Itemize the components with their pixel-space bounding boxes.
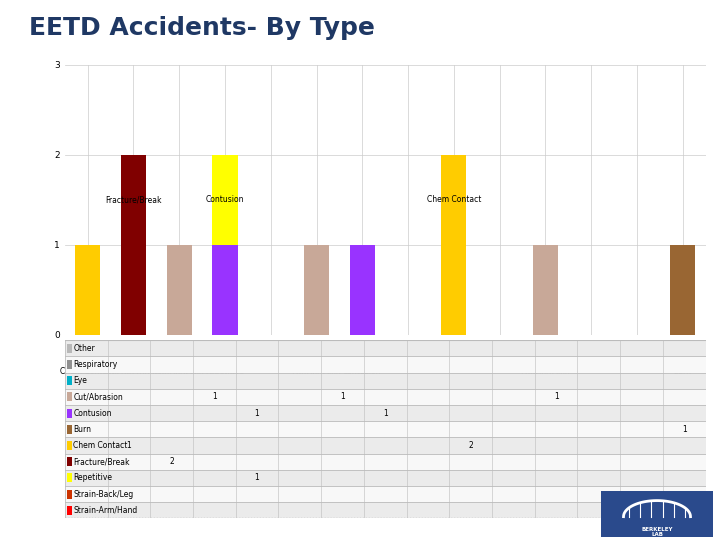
Text: Other: Other: [73, 344, 95, 353]
Text: Strain-Arm/Hand: Strain-Arm/Hand: [73, 506, 138, 515]
Text: EETD Accidents- By Type: EETD Accidents- By Type: [29, 16, 374, 40]
Bar: [65, 356, 706, 373]
Bar: [65, 486, 706, 502]
Text: Burn: Burn: [73, 425, 91, 434]
Text: BERKELEY: BERKELEY: [642, 526, 672, 531]
Text: LAB: LAB: [651, 532, 663, 537]
Bar: [65, 421, 706, 437]
Text: Chem Contact: Chem Contact: [427, 195, 481, 204]
Bar: [66, 425, 71, 434]
Bar: [441, 155, 467, 335]
Text: 1: 1: [127, 441, 131, 450]
Bar: [66, 506, 71, 515]
Text: Eye: Eye: [73, 376, 87, 385]
Text: 1: 1: [340, 393, 345, 401]
Text: Contusion: Contusion: [206, 195, 244, 204]
Bar: [66, 409, 71, 417]
Bar: [66, 344, 71, 353]
Text: Cut/Abrasion: Cut/Abrasion: [521, 367, 570, 376]
Text: Fracture/Break: Fracture/Break: [105, 367, 162, 376]
Text: Burn: Burn: [674, 367, 692, 376]
Bar: [533, 245, 558, 335]
Bar: [304, 245, 329, 335]
Bar: [66, 393, 71, 401]
Text: 1: 1: [383, 409, 387, 417]
Text: Contusion: Contusion: [343, 367, 382, 376]
Text: 1: 1: [212, 393, 217, 401]
Text: Chem Contact: Chem Contact: [73, 441, 127, 450]
Text: 2: 2: [169, 457, 174, 466]
Text: 1: 1: [554, 393, 559, 401]
Text: Fracture/Break: Fracture/Break: [105, 195, 162, 204]
Bar: [166, 245, 192, 335]
Bar: [66, 376, 71, 385]
Bar: [65, 502, 706, 518]
Text: Cut/Abrasion: Cut/Abrasion: [292, 367, 341, 376]
Text: Cut/Abrasion: Cut/Abrasion: [154, 367, 204, 376]
Bar: [670, 245, 696, 335]
Text: 1: 1: [682, 425, 687, 434]
Bar: [65, 437, 706, 454]
Bar: [66, 360, 71, 369]
Bar: [65, 470, 706, 486]
Text: 1: 1: [255, 474, 259, 482]
Text: Contusion: Contusion: [73, 409, 112, 417]
Text: 2: 2: [468, 441, 473, 450]
Text: Cut/Abrasion: Cut/Abrasion: [73, 393, 123, 401]
Bar: [65, 389, 706, 405]
Bar: [350, 245, 375, 335]
Bar: [66, 441, 71, 450]
Bar: [65, 405, 706, 421]
Bar: [212, 155, 238, 245]
Bar: [65, 454, 706, 470]
Text: Fracture/Break: Fracture/Break: [73, 457, 130, 466]
Bar: [66, 457, 71, 466]
Bar: [65, 373, 706, 389]
Bar: [66, 490, 71, 498]
Bar: [212, 245, 238, 335]
Text: Repetitive: Repetitive: [205, 367, 245, 376]
Bar: [121, 155, 146, 335]
Text: Chem Contact: Chem Contact: [60, 367, 115, 376]
Bar: [66, 474, 71, 482]
Text: 1: 1: [255, 409, 259, 417]
Bar: [65, 340, 706, 356]
Text: Respiratory: Respiratory: [73, 360, 117, 369]
Bar: [75, 245, 100, 335]
Text: Repetitive: Repetitive: [73, 474, 112, 482]
Text: Strain-Back/Leg: Strain-Back/Leg: [73, 490, 134, 498]
